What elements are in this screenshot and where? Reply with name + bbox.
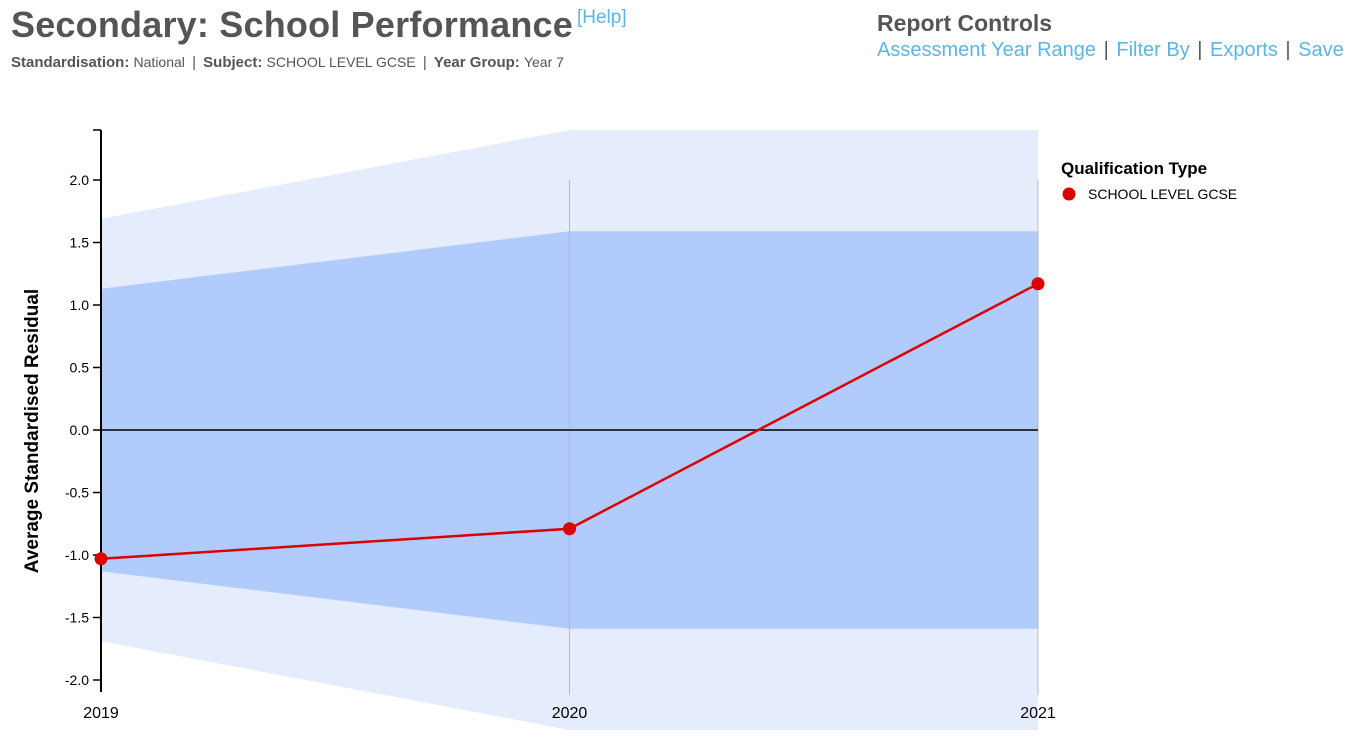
y-tick-label: -1.0 [65, 547, 89, 563]
help-link[interactable]: [Help] [576, 7, 627, 28]
legend-title: Qualification Type [1061, 159, 1207, 178]
y-tick-label: 0.0 [70, 422, 90, 438]
save-link[interactable]: Save [1298, 39, 1344, 61]
y-tick-label: -0.5 [65, 485, 89, 501]
standardisation-label: Standardisation: [11, 54, 130, 71]
page-title-row: Secondary: School Performance [Help] [11, 4, 627, 46]
x-tick-label: 2020 [552, 705, 588, 722]
data-point[interactable] [1031, 277, 1045, 291]
year-gridlines [569, 180, 1039, 695]
legend-label[interactable]: SCHOOL LEVEL GCSE [1088, 186, 1237, 202]
legend: Qualification Type SCHOOL LEVEL GCSE [1061, 159, 1237, 202]
series-layer [94, 277, 1045, 566]
separator: | [1103, 39, 1109, 61]
y-axis-title: Average Standardised Residual [22, 289, 43, 573]
data-point[interactable] [94, 552, 108, 566]
title-block: Secondary: School Performance [Help] Stan… [11, 4, 627, 71]
report-parameters: Standardisation: National | Subject: SCH… [11, 54, 627, 71]
data-point[interactable] [563, 522, 576, 536]
y-tick-label: 0.5 [70, 360, 90, 376]
report-controls-title: Report Controls [877, 10, 1053, 36]
y-tick-label: -1.5 [65, 610, 89, 626]
y-tick-label: 1.5 [70, 235, 90, 251]
y-tick-label: 2.0 [70, 172, 90, 188]
y-tick-label: -2.0 [65, 672, 89, 688]
separator: | [1197, 39, 1203, 61]
legend-marker [1062, 187, 1076, 201]
year-group-value: Year 7 [523, 54, 564, 70]
report-controls: Report Controls Assessment Year Range | … [877, 10, 1344, 62]
separator: | [192, 54, 196, 71]
subject-label: Subject: [203, 54, 263, 71]
separator: | [1285, 39, 1291, 61]
x-tick-label: 2021 [1020, 705, 1056, 722]
exports-link[interactable]: Exports [1210, 39, 1278, 61]
page-title: Secondary: School Performance [11, 4, 573, 45]
report-controls-links: Assessment Year Range | Filter By | Expo… [877, 39, 1344, 62]
standardisation-value: National [133, 54, 185, 70]
assessment-year-range-link[interactable]: Assessment Year Range [877, 39, 1097, 61]
separator: | [422, 54, 427, 71]
x-tick-label: 2019 [83, 705, 119, 722]
filter-by-link[interactable]: Filter By [1116, 39, 1190, 61]
axes: 2.0 1.5 1.0 0.5 0.0 -0.5 -1.0 -1.5 -2.0 2019 2020 2… [65, 129, 1056, 722]
year-group-label: Year Group: [433, 54, 520, 71]
legend-items: SCHOOL LEVEL GCSE [1062, 186, 1237, 202]
subject-value: SCHOOL LEVEL GCSE [266, 54, 416, 70]
y-tick-label: 1.0 [70, 297, 90, 313]
